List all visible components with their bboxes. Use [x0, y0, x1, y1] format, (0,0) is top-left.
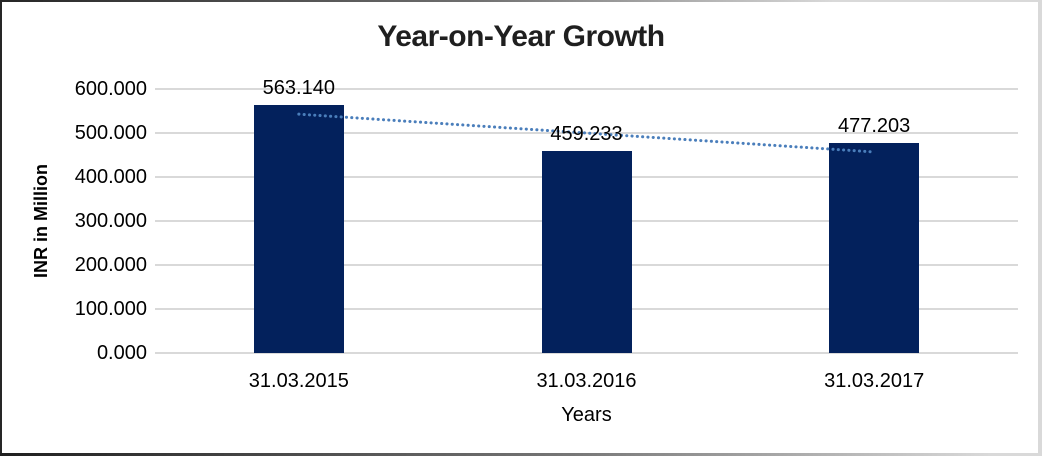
- x-category-label: 31.03.2017: [824, 370, 925, 392]
- y-tick-label: 600.000: [74, 78, 147, 100]
- frame-border-top: [0, 0, 1042, 2]
- frame-border-bottom: [0, 453, 1042, 456]
- y-tick-label: 200.000: [74, 254, 147, 276]
- gridline: [155, 88, 1018, 90]
- x-category-label: 31.03.2015: [248, 370, 349, 392]
- y-tick-label: 100.000: [74, 298, 147, 320]
- value-label: 459.233: [550, 122, 623, 145]
- value-label: 563.140: [262, 77, 335, 100]
- y-tick-label: 500.000: [74, 122, 147, 144]
- y-tick-label: 300.000: [74, 210, 147, 232]
- value-label: 477.203: [838, 115, 911, 138]
- frame-border-right: [1038, 0, 1042, 456]
- bar: [541, 150, 632, 353]
- frame-border-left: [0, 0, 2, 456]
- gridline: [155, 352, 1018, 354]
- x-category-label: 31.03.2016: [536, 370, 637, 392]
- y-tick-label: 0.000: [96, 342, 147, 364]
- bar: [253, 105, 344, 353]
- y-tick-label: 400.000: [74, 166, 147, 188]
- bar: [829, 143, 920, 353]
- x-axis-title: Years: [561, 404, 612, 426]
- chart-title: Year-on-Year Growth: [377, 20, 665, 53]
